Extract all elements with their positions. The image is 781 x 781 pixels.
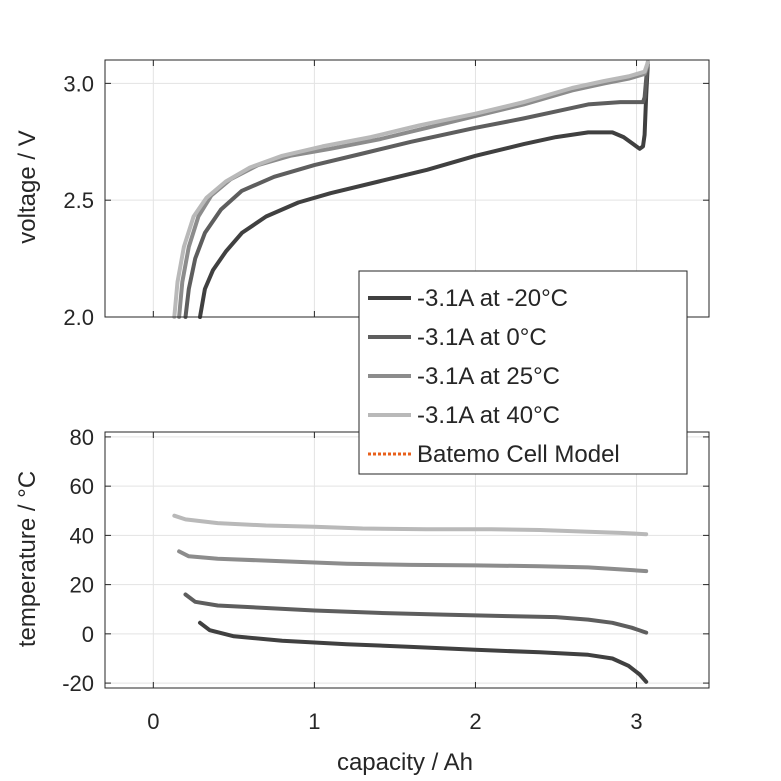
temperature-panel: -20 0 20 40 60 80 0 1 2 3 xyxy=(62,425,710,734)
legend: -3.1A at -20°C -3.1A at 0°C -3.1A at 25°C -… xyxy=(358,270,688,475)
x-tick-label: 2 xyxy=(469,709,481,734)
series-line-1-0 xyxy=(198,620,649,684)
y-tick-label: 40 xyxy=(70,523,94,548)
x-tick-label: 1 xyxy=(308,709,320,734)
legend-label: -3.1A at 40°C xyxy=(417,402,560,429)
legend-box xyxy=(358,270,688,475)
y-tick-label: 2.5 xyxy=(63,188,94,213)
series-line-0-0 xyxy=(198,62,650,319)
legend-label: -3.1A at 0°C xyxy=(417,324,547,351)
legend-label: -3.1A at -20°C xyxy=(417,285,568,312)
legend-label: -3.1A at 25°C xyxy=(417,363,560,390)
series-line-1-3 xyxy=(172,513,649,537)
series-line-0-1 xyxy=(183,60,650,319)
y-tick-label: 80 xyxy=(70,425,94,450)
legend-label: Batemo Cell Model xyxy=(417,441,620,468)
y-tick-label: -20 xyxy=(62,671,94,696)
capacity-axis-label: capacity / Ah xyxy=(337,749,473,776)
y-tick-label: 0 xyxy=(82,622,94,647)
x-tick-label: 0 xyxy=(147,709,159,734)
y-tick-label: 60 xyxy=(70,474,94,499)
y-tick-label: 3.0 xyxy=(63,71,94,96)
y-tick-label: 2.0 xyxy=(63,305,94,330)
series-line-0-3 xyxy=(172,60,650,319)
x-tick-label: 3 xyxy=(630,709,642,734)
series-line-0-2 xyxy=(177,62,650,319)
voltage-axis-label: voltage / V xyxy=(14,130,41,243)
y-tick-label: 20 xyxy=(70,573,94,598)
temperature-axis-label: temperature / °C xyxy=(14,471,41,647)
series-line-1-2 xyxy=(177,549,649,574)
series-line-1-1 xyxy=(183,592,649,635)
